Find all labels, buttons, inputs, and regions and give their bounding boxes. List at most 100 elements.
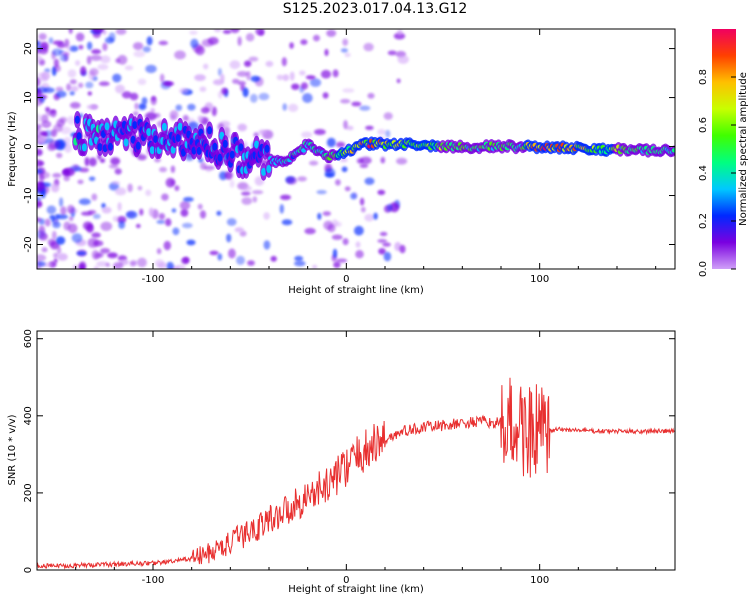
spectrogram-speckle	[37, 48, 41, 54]
spectrogram-ridge-cell	[81, 143, 87, 152]
spectrogram-speckle	[40, 41, 49, 51]
spectrogram-speckle	[336, 258, 348, 263]
spectrogram-speckle	[387, 50, 397, 56]
spectrogram-speckle	[57, 246, 62, 255]
spectrogram-speckle	[93, 266, 99, 269]
spectrogram-speckle	[297, 176, 307, 182]
spectrogram-speckle	[77, 179, 84, 185]
spectrogram-ridge-cell	[254, 140, 260, 149]
spectrogram-speckle	[37, 254, 47, 262]
spectrogram-speckle	[53, 58, 60, 68]
spectrogram-speckle	[53, 124, 63, 133]
spectrogram-speckle	[364, 177, 375, 185]
spectrogram-speckle	[55, 86, 64, 92]
spectrogram-speckle	[263, 240, 271, 250]
spectrogram-speckle	[383, 112, 393, 120]
spectrogram-speckle	[174, 185, 180, 192]
spectrogram-speckle	[305, 75, 316, 80]
spectrogram-speckle	[37, 159, 44, 167]
spectrogram-speckle	[216, 210, 222, 216]
spectrogram-ridge-cell	[264, 144, 270, 153]
spectrogram-speckle	[230, 29, 240, 34]
spectrogram-speckle	[253, 132, 259, 138]
spectrogram-speckle	[64, 143, 72, 153]
spectrogram-speckle	[382, 242, 391, 247]
spectrogram-speckle	[38, 225, 46, 235]
spectrogram-ridge-cell	[207, 126, 213, 135]
spectrogram-frame	[36, 28, 676, 270]
spectrogram-speckle	[385, 129, 391, 138]
spectrogram-speckle	[51, 183, 60, 193]
spectrogram-speckle	[237, 80, 246, 86]
spectrogram-speckle	[138, 103, 147, 110]
spectrogram-speckle	[121, 91, 132, 99]
spectrogram-speckle	[66, 115, 76, 125]
spectrogram-speckle	[112, 215, 119, 222]
spectrogram-speckle	[373, 212, 378, 220]
spectrogram-speckle	[117, 216, 127, 224]
spectrogram-speckle	[37, 113, 42, 123]
spectrogram-speckle	[179, 87, 189, 94]
x-tick-label: 0	[343, 575, 349, 586]
spectrogram-ridge-cell	[212, 142, 218, 151]
spectrogram-speckle	[117, 202, 122, 211]
spectrogram-speckle	[236, 255, 245, 265]
spectrogram-ridge-cell	[130, 135, 136, 144]
spectrogram-speckle	[355, 250, 364, 259]
spectrogram-speckle	[241, 197, 253, 205]
spectrogram-speckle	[37, 196, 42, 202]
spectrogram-speckle	[37, 88, 41, 97]
colorbar-tick-label: 0.6	[698, 117, 709, 133]
snr-x-axis-label: Height of straight line (km)	[288, 584, 424, 595]
spectrogram-speckle	[221, 87, 228, 95]
spectrogram-speckle	[98, 252, 104, 258]
spectrogram-speckle	[56, 214, 68, 220]
snr-ticks: -100 0 100 0 200 400 600	[23, 329, 675, 586]
spectrogram-speckle	[129, 260, 138, 266]
spectrogram-speckle	[281, 57, 287, 67]
spectrogram-speckle	[182, 114, 189, 122]
spectrogram-speckle	[132, 42, 144, 51]
spectrogram-speckle	[359, 105, 371, 111]
spectrogram-speckle	[44, 218, 51, 227]
spectrogram-speckle	[63, 175, 70, 182]
spectrogram-speckle	[226, 218, 237, 226]
spectrogram-speckle	[60, 206, 67, 216]
spectrogram-speckle	[252, 196, 258, 203]
spectrogram-speckle	[199, 86, 207, 92]
spectrogram-speckle	[314, 129, 326, 135]
spectrogram-speckle	[322, 92, 329, 99]
spectrogram-speckle	[108, 32, 116, 42]
spectrogram-speckle	[363, 42, 374, 52]
spectrogram-speckle	[248, 56, 259, 62]
spectrogram-speckle	[304, 227, 316, 235]
spectrogram-ridge-cell	[135, 141, 141, 150]
spectrogram-speckle	[327, 224, 336, 233]
spectrogram-speckle	[115, 29, 127, 35]
spectrogram-speckle	[66, 83, 72, 91]
spectrogram-speckle	[344, 52, 351, 58]
spectrogram-speckle	[172, 227, 180, 236]
colorbar-gradient	[712, 29, 736, 269]
spectrogram-speckle	[331, 234, 343, 240]
spectrogram-speckle	[169, 110, 179, 120]
spectrogram-speckle	[37, 201, 43, 209]
spectrogram-ridge-cell	[123, 138, 129, 147]
spectrogram-speckle	[69, 91, 75, 96]
spectrogram-speckle	[224, 170, 233, 180]
spectrogram-speckle	[339, 157, 348, 163]
spectrogram-speckle	[37, 148, 43, 156]
spectrogram-speckle	[127, 183, 133, 193]
spectrogram-speckle	[251, 190, 264, 195]
colorbar-label: Normalized spectral amplitude	[738, 72, 749, 226]
spectrogram-speckle	[157, 262, 167, 269]
spectrogram-speckle	[101, 203, 106, 209]
spectrogram-speckle	[174, 50, 186, 60]
spectrogram-speckle	[326, 29, 337, 37]
spectrogram-speckle	[76, 251, 87, 256]
spectrogram-speckle	[49, 214, 56, 220]
spectrogram-ridge-cell	[266, 165, 272, 173]
spectrogram-speckle	[70, 85, 79, 92]
spectrogram-speckle	[113, 262, 124, 269]
